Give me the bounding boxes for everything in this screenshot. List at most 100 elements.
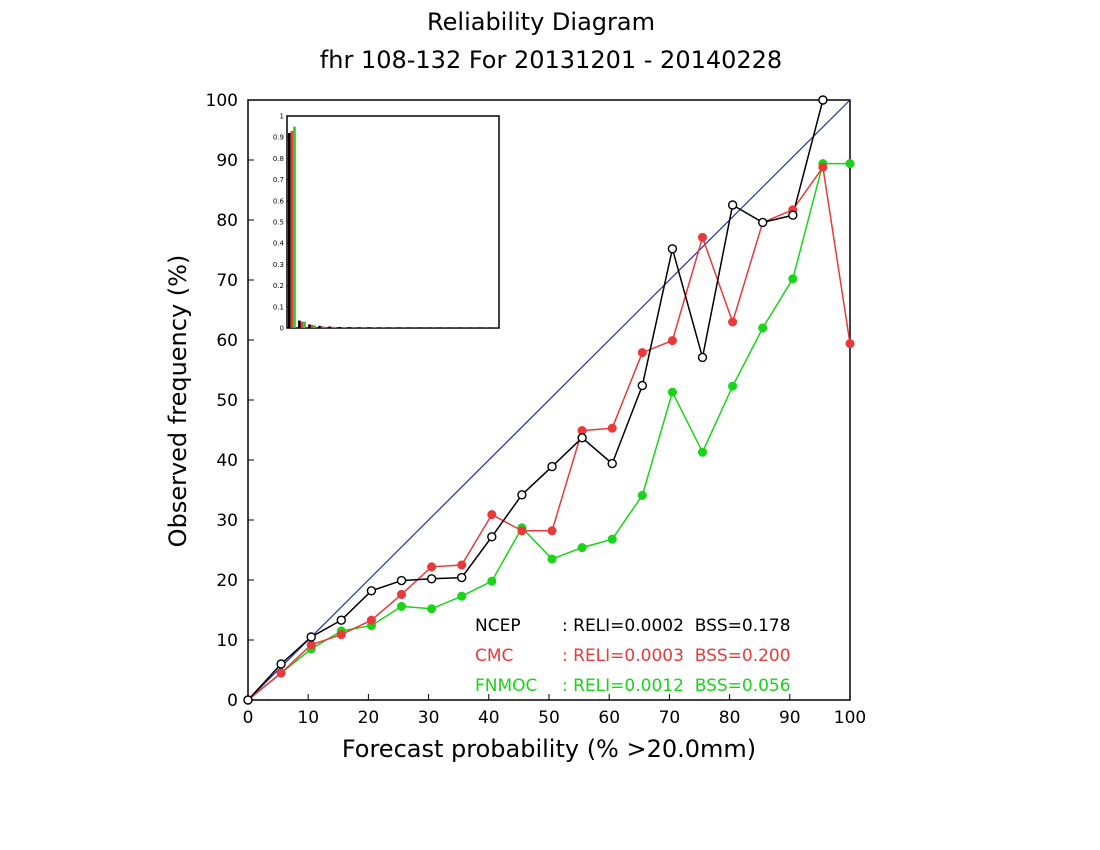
point-ncep xyxy=(457,572,467,583)
inset-y-tick-label: 0.7 xyxy=(273,176,284,184)
inset-bar-ncep xyxy=(348,327,352,328)
point-ncep xyxy=(667,244,678,254)
point-ncep xyxy=(607,458,617,469)
point-cmc xyxy=(487,510,497,520)
point-cmc xyxy=(637,348,647,358)
inset-y-tick-label: 1 xyxy=(280,113,284,121)
point-ncep xyxy=(276,659,286,669)
inset-bar-cmc xyxy=(310,324,314,328)
x-tick-label: 90 xyxy=(779,708,801,728)
point-ncep xyxy=(243,695,253,705)
perfect-reliability-line xyxy=(247,99,851,701)
x-tick-label: 40 xyxy=(478,708,500,728)
point-ncep xyxy=(637,380,648,391)
point-ncep xyxy=(577,433,587,443)
point-ncep xyxy=(336,615,347,625)
point-fnmoc xyxy=(788,274,798,284)
inset-bar-fnmoc xyxy=(313,325,316,328)
inset-histogram: 0 0.1 0.2 0.3 0.4 0.5 0.6 0.7 0.8 0.9 1 xyxy=(273,113,500,333)
point-cmc xyxy=(306,640,316,650)
point-fnmoc xyxy=(728,381,738,391)
inset-bar-fnmoc xyxy=(293,126,296,328)
x-tick-label: 80 xyxy=(719,708,741,728)
inset-bar-cmc xyxy=(341,326,344,328)
point-fnmoc xyxy=(487,576,497,586)
legend-stats: : RELI=0.0003 BSS=0.200 xyxy=(562,646,791,666)
x-tick-label: 60 xyxy=(598,708,620,728)
point-ncep xyxy=(396,575,407,586)
point-ncep xyxy=(366,586,377,596)
point-ncep xyxy=(517,490,527,500)
point-cmc xyxy=(818,162,828,172)
point-fnmoc xyxy=(457,591,467,601)
inset-bar-ncep xyxy=(338,326,342,328)
chart-subtitle: fhr 108-132 For 20131201 - 20140228 xyxy=(320,46,782,74)
point-cmc xyxy=(396,589,407,599)
point-cmc xyxy=(336,630,346,640)
inset-bar-ncep xyxy=(358,327,362,328)
inset-y-tick-label: 0 xyxy=(280,325,284,333)
inset-bar-fnmoc xyxy=(333,327,337,328)
y-axis-label: Observed frequency (%) xyxy=(164,255,192,548)
inset-y-tick-label: 0.4 xyxy=(273,240,285,248)
point-cmc xyxy=(547,526,557,536)
point-cmc xyxy=(517,526,527,536)
point-ncep xyxy=(788,210,798,220)
inset-y-tick-label: 0.3 xyxy=(273,261,284,269)
inset-bar-cmc xyxy=(351,327,354,328)
point-cmc xyxy=(457,560,467,570)
inset-bar-ncep xyxy=(288,132,291,328)
point-cmc xyxy=(728,317,738,327)
y-tick-label: 40 xyxy=(216,451,238,471)
point-fnmoc xyxy=(396,601,407,611)
point-fnmoc xyxy=(697,447,708,457)
legend: NCEP : RELI=0.0002 BSS=0.178 CMC : RELI=0.0… xyxy=(475,616,791,696)
x-axis-label: Forecast probability (% >20.0mm) xyxy=(342,735,756,763)
y-tick-label: 60 xyxy=(216,331,238,351)
inset-bar-ncep xyxy=(308,324,311,328)
chart-title: Reliability Diagram xyxy=(427,8,655,36)
inset-y-tick-label: 0.2 xyxy=(273,282,284,290)
y-tick-label: 10 xyxy=(216,631,238,651)
point-fnmoc xyxy=(845,159,855,169)
y-tick-label: 50 xyxy=(216,391,238,411)
series-line-ncep xyxy=(247,99,824,701)
inset-bar-fnmoc xyxy=(343,327,347,328)
inset-bar-ncep xyxy=(318,325,321,328)
y-tick-label: 80 xyxy=(216,211,238,231)
x-tick-label: 30 xyxy=(418,708,440,728)
y-tick-label: 20 xyxy=(216,571,238,591)
point-cmc xyxy=(607,423,617,433)
y-tick-label: 100 xyxy=(206,91,238,111)
point-cmc xyxy=(427,562,437,572)
inset-bar-cmc xyxy=(300,321,304,328)
point-ncep xyxy=(547,461,557,472)
inset-bar-fnmoc xyxy=(323,326,327,328)
legend-name: NCEP xyxy=(475,616,521,636)
inset-bar-cmc xyxy=(290,130,294,328)
inset-y-tick-label: 0.5 xyxy=(273,219,284,227)
legend-name: CMC xyxy=(475,646,513,666)
point-fnmoc xyxy=(758,323,768,333)
x-tick-label: 20 xyxy=(358,708,380,728)
point-ncep xyxy=(306,632,316,642)
inset-y-tick-label: 0.1 xyxy=(273,303,284,311)
point-fnmoc xyxy=(427,604,437,614)
y-tick-label: 90 xyxy=(216,151,238,171)
point-ncep xyxy=(758,217,768,228)
x-tick-label: 70 xyxy=(659,708,681,728)
point-fnmoc xyxy=(667,387,677,397)
point-cmc xyxy=(845,339,855,349)
legend-stats: : RELI=0.0002 BSS=0.178 xyxy=(562,616,791,636)
y-tick-label: 70 xyxy=(216,271,238,291)
point-ncep xyxy=(697,352,708,363)
point-ncep xyxy=(487,532,497,542)
inset-bar-fnmoc xyxy=(303,321,306,328)
inset-frame xyxy=(286,115,500,329)
inset-bar-cmc xyxy=(361,327,364,328)
x-axis-ticks: 0 10 20 30 40 50 60 70 80 90 100 xyxy=(243,694,866,728)
inset-bar-ncep xyxy=(368,327,372,328)
point-fnmoc xyxy=(607,534,617,544)
inset-y-tick-label: 0.6 xyxy=(273,197,285,205)
